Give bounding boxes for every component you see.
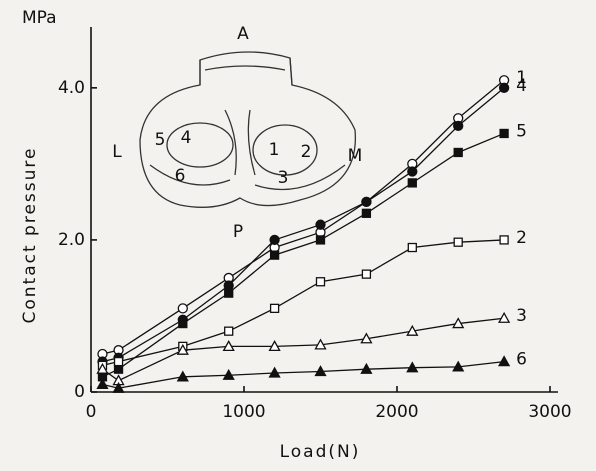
series-line: [102, 239, 505, 367]
point: [360, 362, 373, 374]
point: [222, 340, 235, 352]
series-line: [102, 79, 505, 355]
inset-label: 3: [278, 168, 289, 188]
point: [176, 343, 189, 355]
point: [497, 355, 511, 367]
y-axis-label: Contact pressure: [20, 147, 40, 324]
point: [113, 356, 124, 367]
compartment: [166, 122, 234, 168]
point: [269, 250, 280, 260]
inset-label: M: [348, 146, 363, 166]
y-tick-label: 4.0: [58, 78, 85, 98]
x-axis-label: Load(N): [280, 442, 361, 462]
series-label: 3: [516, 306, 527, 326]
point: [499, 235, 509, 245]
series-label: 2: [516, 228, 527, 248]
point: [406, 361, 419, 373]
inset-label: A: [237, 24, 249, 44]
point: [315, 277, 326, 287]
compartment: [252, 124, 318, 176]
point: [406, 324, 419, 336]
series-label: 4: [516, 76, 527, 96]
inset-label: L: [112, 142, 122, 162]
knee-detail: [199, 57, 293, 86]
y-tick-label: 2.0: [58, 230, 85, 250]
point: [224, 326, 234, 336]
series-line: [102, 360, 505, 389]
knee-outline: [139, 51, 357, 208]
point: [315, 235, 326, 245]
series-label: 5: [516, 121, 527, 141]
point: [499, 128, 509, 139]
point: [453, 147, 463, 158]
point: [314, 338, 327, 350]
inset-label: 5: [155, 130, 166, 150]
point: [176, 370, 189, 382]
point: [113, 364, 124, 374]
point: [269, 303, 280, 314]
point: [222, 368, 235, 380]
point: [361, 208, 372, 218]
y-tick-label: 0: [74, 382, 85, 402]
point: [452, 360, 465, 372]
inset-label: 4: [181, 128, 192, 148]
point: [453, 120, 464, 132]
inset-label: 6: [175, 166, 186, 186]
series-line: [102, 317, 505, 382]
series-label: 6: [516, 350, 527, 370]
y-unit: MPa: [22, 8, 57, 28]
series-line: [102, 132, 505, 378]
x-tick-label: 2000: [375, 402, 418, 422]
point: [497, 311, 511, 323]
point: [498, 82, 510, 93]
point: [268, 366, 281, 378]
series-line: [102, 87, 505, 363]
point: [112, 381, 125, 393]
point: [361, 196, 372, 208]
x-tick-label: 3000: [528, 402, 571, 422]
inset-label: 2: [301, 142, 312, 162]
point: [224, 288, 234, 298]
point: [407, 166, 418, 177]
point: [315, 219, 326, 230]
point: [177, 303, 188, 314]
point: [407, 242, 417, 253]
point: [96, 378, 109, 390]
point: [96, 362, 109, 374]
x-tick-label: 1000: [222, 402, 265, 422]
point: [360, 332, 373, 344]
inset-label: P: [233, 222, 243, 242]
inset-label: 1: [269, 140, 280, 160]
point: [407, 178, 417, 188]
point: [452, 317, 465, 329]
x-tick-label: 0: [86, 402, 97, 422]
knee-detail: [149, 109, 346, 191]
point: [269, 234, 280, 246]
point: [178, 318, 188, 329]
point: [314, 365, 327, 377]
knee-inset: [139, 51, 357, 208]
series-label: 1: [516, 68, 527, 88]
point: [268, 340, 281, 352]
point: [453, 237, 463, 247]
point: [361, 269, 372, 279]
